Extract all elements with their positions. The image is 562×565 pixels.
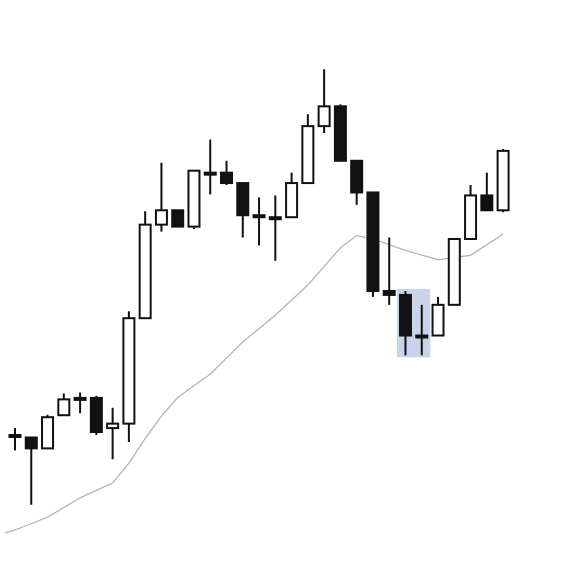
candle-body <box>138 223 152 320</box>
candle-28 <box>464 185 478 240</box>
candle-body <box>73 396 87 401</box>
moving-average-line <box>4 233 504 534</box>
candle-body <box>366 191 380 292</box>
candle-3 <box>57 393 71 417</box>
candle-body <box>41 416 55 450</box>
candle-13 <box>220 160 234 186</box>
candle-body <box>268 216 282 221</box>
candle-25 <box>415 304 429 356</box>
candle-body <box>398 293 412 337</box>
candle-body <box>220 171 234 185</box>
candle-23 <box>382 237 396 305</box>
candle-29 <box>480 172 494 212</box>
candle-2 <box>41 414 55 450</box>
candle-7 <box>122 311 136 442</box>
candle-body <box>285 182 299 219</box>
candle-27 <box>447 237 461 306</box>
candle-17 <box>285 172 299 219</box>
candle-30 <box>496 148 510 213</box>
candle-body <box>415 334 429 339</box>
candle-16 <box>268 195 282 261</box>
candle-body <box>106 422 120 430</box>
candle-body <box>171 209 185 228</box>
candle-19 <box>317 69 331 134</box>
candle-18 <box>301 114 315 185</box>
candle-4 <box>73 392 87 414</box>
candle-26 <box>431 296 445 337</box>
candle-21 <box>350 159 364 205</box>
candle-body <box>57 398 71 417</box>
candle-11 <box>187 169 201 230</box>
candle-24 <box>398 290 412 356</box>
candle-8 <box>138 211 152 320</box>
candle-body <box>431 303 445 337</box>
candle-body <box>333 105 347 162</box>
candle-body <box>464 194 478 240</box>
candle-6 <box>106 407 120 460</box>
candle-body <box>122 317 136 425</box>
candle-body <box>480 194 494 212</box>
candle-body <box>447 237 461 306</box>
candle-body <box>382 289 396 296</box>
candle-body <box>203 171 217 176</box>
candle-body <box>317 105 331 128</box>
candle-body <box>236 182 250 217</box>
candle-12 <box>203 139 217 195</box>
candle-0 <box>8 428 22 451</box>
candle-body <box>496 149 510 212</box>
candle-body <box>187 169 201 228</box>
candle-body <box>350 159 364 194</box>
candle-5 <box>89 395 103 436</box>
candle-body <box>8 434 22 439</box>
candle-body <box>252 214 266 219</box>
candle-20 <box>333 104 347 162</box>
candle-1 <box>24 436 38 505</box>
candle-body <box>154 209 168 226</box>
candle-14 <box>236 182 250 238</box>
candle-body <box>24 436 38 450</box>
candle-15 <box>252 197 266 246</box>
candle-10 <box>171 209 185 228</box>
candle-22 <box>366 191 380 297</box>
candle-body <box>301 125 315 185</box>
candle-body <box>89 396 103 434</box>
candle-9 <box>154 162 168 232</box>
